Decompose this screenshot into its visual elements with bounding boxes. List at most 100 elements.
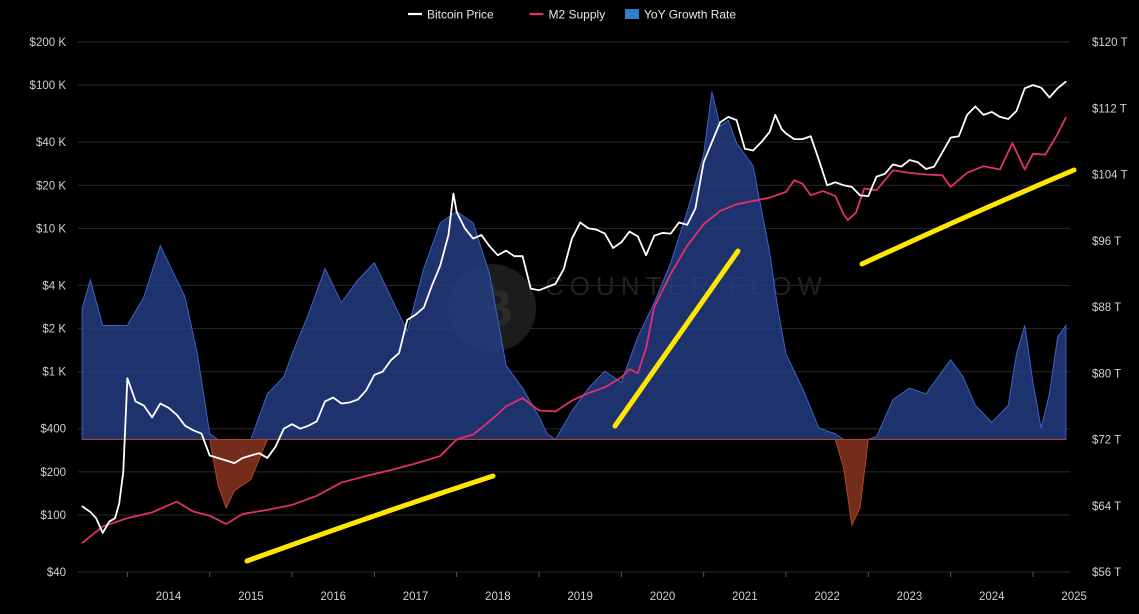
yoy-point — [860, 507, 861, 508]
bitcoin-point — [612, 247, 614, 249]
m2-point — [538, 409, 540, 412]
bitcoin-point — [1007, 118, 1009, 120]
bitcoin-point — [456, 211, 458, 213]
yoy-point — [440, 222, 441, 223]
bitcoin-point — [176, 414, 178, 416]
bitcoin-point — [793, 138, 795, 140]
bitcoin-point — [768, 131, 771, 133]
bitcoin-point — [867, 195, 869, 197]
yoy-point — [753, 165, 754, 166]
bitcoin-point — [233, 462, 236, 464]
m2-point — [637, 372, 639, 374]
bitcoin-point — [406, 319, 408, 321]
yoy-point — [950, 359, 951, 360]
m2-point — [1011, 142, 1013, 144]
yoy-area-positive — [81, 91, 1067, 441]
yoy-point — [728, 120, 729, 121]
yoy-point — [1016, 354, 1017, 355]
bitcoin-point — [645, 254, 647, 256]
m2-point — [365, 475, 367, 477]
bitcoin-point — [209, 454, 211, 457]
bitcoin-point — [834, 181, 836, 183]
m2-point — [793, 179, 795, 181]
bitcoin-point — [291, 423, 293, 425]
bitcoin-point — [472, 237, 474, 240]
trend-annotation-3 — [859, 167, 1077, 267]
x-tick-label: 2025 — [1061, 591, 1087, 603]
y-left-tick-label: $10 K — [36, 223, 66, 235]
bitcoin-point — [719, 121, 721, 123]
bitcoin-point — [332, 396, 334, 399]
bitcoin-point — [571, 237, 573, 240]
bitcoin-point — [89, 511, 91, 513]
yoy-point — [283, 376, 284, 377]
bitcoin-point — [752, 149, 754, 152]
m2-point — [908, 172, 911, 174]
m2-point — [316, 495, 318, 497]
m2-point — [752, 200, 754, 202]
m2-point — [982, 165, 985, 167]
y-right-tick-label: $80 T — [1092, 368, 1121, 380]
y-left-tick-label: $200 K — [30, 37, 67, 49]
m2-point — [242, 513, 244, 515]
m2-point — [822, 190, 824, 192]
bitcoin-point — [637, 235, 639, 237]
x-tick-label: 2024 — [979, 591, 1005, 603]
yoy-point — [217, 485, 218, 486]
bitcoin-point — [497, 254, 499, 256]
x-tick-label: 2022 — [814, 591, 840, 603]
trend-annotation-1 — [244, 473, 496, 564]
bitcoin-point — [587, 227, 590, 230]
bitcoin-point — [917, 161, 919, 163]
bitcoin-point — [299, 428, 301, 430]
yoy-point — [234, 490, 235, 491]
m2-point — [1057, 133, 1059, 135]
y-left-tick-label: $100 K — [30, 80, 67, 92]
bitcoin-point — [365, 389, 367, 392]
yoy-point — [621, 382, 622, 383]
m2-point — [703, 223, 705, 225]
m2-point — [340, 481, 343, 484]
m2-point — [266, 509, 268, 511]
y-left-tick-label: $2 K — [42, 324, 66, 336]
yoy-point — [390, 297, 391, 298]
x-tick-label: 2014 — [156, 591, 182, 603]
m2-point — [670, 273, 672, 275]
m2-point — [505, 405, 507, 407]
bitcoin-point — [900, 166, 902, 168]
yoy-point — [654, 302, 655, 303]
yoy-point — [711, 91, 712, 92]
yoy-point — [324, 268, 325, 269]
m2-point — [801, 183, 804, 185]
m2-point — [950, 186, 952, 188]
bitcoin-point — [1048, 96, 1051, 99]
yoy-point — [909, 388, 910, 389]
bitcoin-point — [505, 250, 507, 252]
yoy-point — [703, 154, 704, 155]
line-layer — [81, 80, 1067, 544]
yoy-point — [835, 433, 836, 434]
bitcoin-point — [143, 404, 145, 407]
yoy-point — [250, 479, 251, 480]
bitcoin-point — [1032, 84, 1034, 86]
bitcoin-point — [530, 288, 532, 290]
bitcoin-point — [114, 517, 116, 519]
bitcoin-point — [1040, 87, 1042, 89]
y-left-tick-label: $40 — [47, 567, 66, 579]
m2-point — [863, 187, 865, 190]
m2-point — [645, 347, 647, 350]
yoy-point — [547, 433, 548, 434]
bitcoin-point — [521, 255, 524, 257]
bitcoin-point — [1024, 87, 1026, 89]
bitcoin-point — [563, 268, 565, 270]
bitcoin-point — [126, 377, 128, 379]
legend-label: M2 Supply — [549, 8, 606, 22]
trend-annotation-2 — [612, 248, 741, 429]
y-right-tick-label: $104 T — [1092, 170, 1128, 182]
yoy-point — [1024, 325, 1025, 326]
bitcoin-point — [357, 398, 359, 401]
m2-point — [439, 455, 441, 457]
yoy-point — [127, 325, 128, 326]
yoy-point — [893, 399, 894, 400]
m2-point — [209, 515, 211, 517]
